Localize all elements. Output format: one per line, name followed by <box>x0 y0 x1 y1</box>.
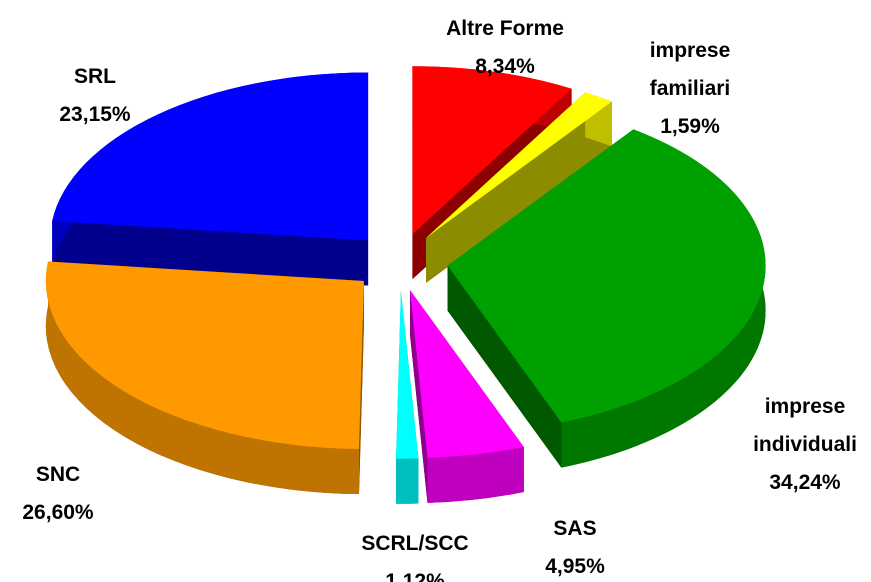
slice-rim <box>396 458 419 504</box>
slice <box>412 66 572 235</box>
slice-side <box>447 265 562 468</box>
slice-label: SCRL/SCC 1,12% <box>350 525 480 582</box>
value-label: 1,59% <box>660 115 720 138</box>
category-label: imprese familiari <box>649 39 731 100</box>
category-label: SCRL/SCC <box>361 532 469 555</box>
value-label: 34,24% <box>769 471 841 494</box>
slice-side <box>359 280 364 494</box>
slice <box>45 261 364 494</box>
category-label: SRL <box>74 65 116 88</box>
slice <box>447 129 766 468</box>
slice <box>396 290 419 504</box>
slice <box>426 92 612 283</box>
category-label: Altre Forme <box>446 17 564 40</box>
category-label: SAS <box>553 517 597 540</box>
slice <box>426 92 612 238</box>
slice-rim <box>45 261 360 494</box>
slice <box>396 290 419 459</box>
category-label: SNC <box>35 463 81 486</box>
slice <box>52 72 369 286</box>
slice-side <box>426 101 612 283</box>
slice-label: Altre Forme 8,34% <box>420 10 590 86</box>
slice-rim <box>427 447 524 503</box>
value-label: 4,95% <box>545 555 605 578</box>
slice-label: imprese familiari 1,59% <box>630 32 750 146</box>
slice <box>52 72 369 241</box>
slice-label: SRL 23,15% <box>35 58 155 134</box>
category-label: imprese individuali <box>753 395 857 456</box>
value-label: 1,12% <box>385 570 445 582</box>
slice <box>447 129 766 423</box>
slice-label: SAS 4,95% <box>535 510 615 582</box>
slice <box>410 290 524 503</box>
slice <box>410 290 524 458</box>
value-label: 23,15% <box>59 103 131 126</box>
value-label: 8,34% <box>475 55 535 78</box>
slice-side <box>410 290 428 503</box>
slice-label: SNC 26,60% <box>0 456 118 532</box>
value-label: 26,60% <box>22 501 94 524</box>
slice <box>45 261 364 449</box>
slice-label: imprese individuali 34,24% <box>740 388 870 502</box>
